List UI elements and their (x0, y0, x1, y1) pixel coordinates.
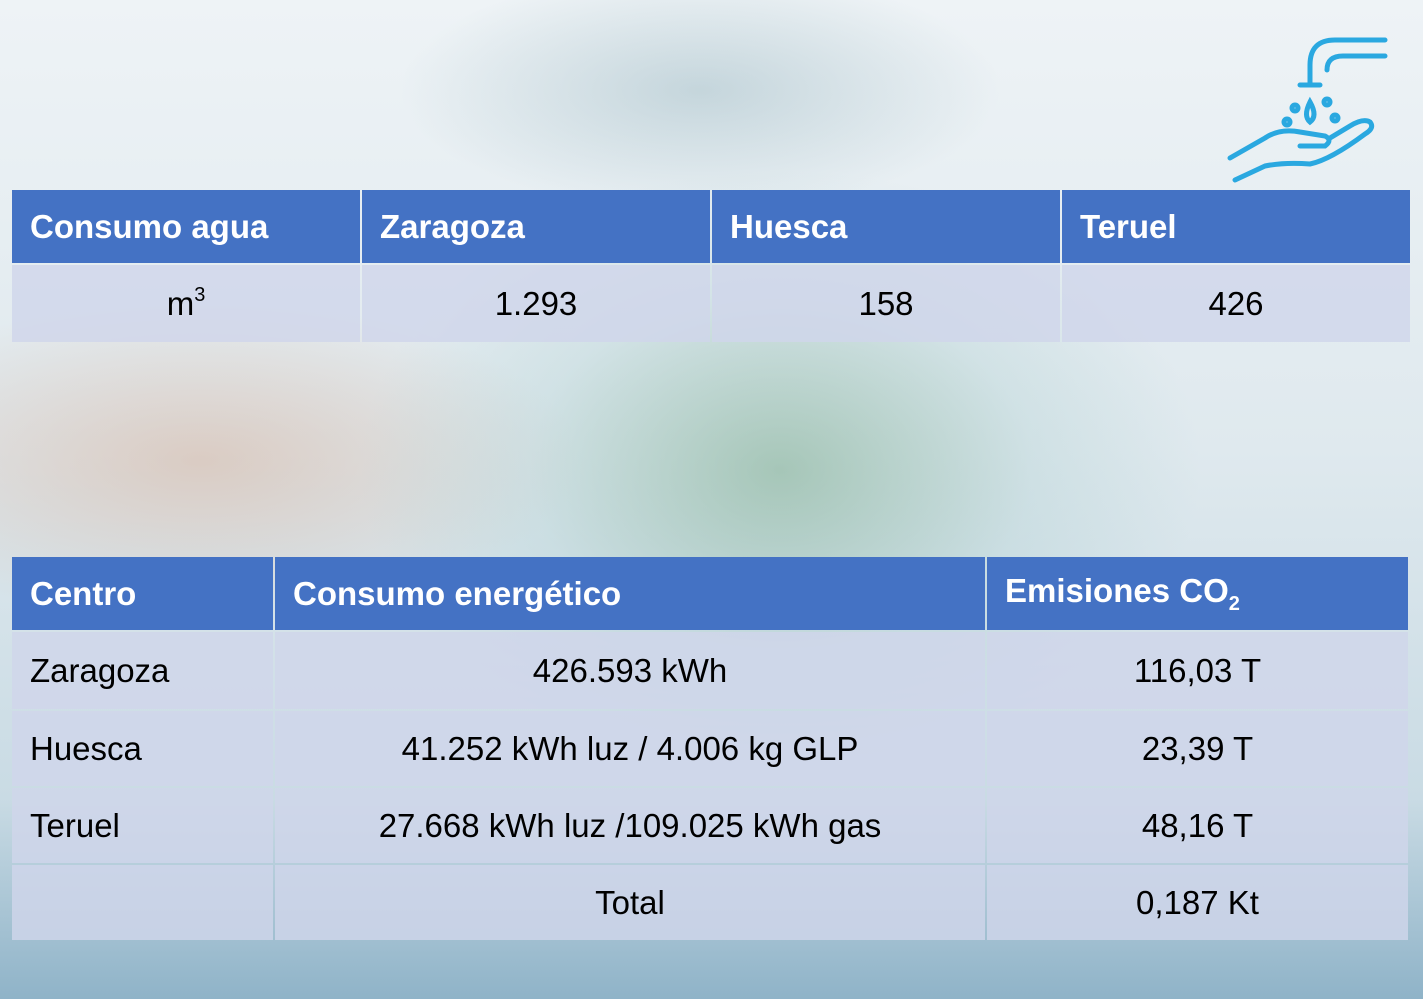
cell: 41.252 kWh luz / 4.006 kg GLP (275, 711, 985, 786)
cell: Zaragoza (12, 632, 273, 709)
empty-cell (12, 865, 273, 940)
header-cell: Emisiones CO2 (987, 557, 1408, 630)
cell: 23,39 T (987, 711, 1408, 786)
cell: Huesca (12, 711, 273, 786)
header-cell: Huesca (712, 190, 1060, 263)
cell: 158 (712, 265, 1060, 342)
unit-exponent: 3 (194, 284, 206, 306)
water-table: Consumo agua Zaragoza Huesca Teruel m3 1… (10, 188, 1412, 344)
header-cell: Zaragoza (362, 190, 710, 263)
header-cell: Consumo agua (12, 190, 360, 263)
header-subscript: 2 (1228, 592, 1240, 615)
cell: 48,16 T (987, 788, 1408, 863)
total-value: 0,187 Kt (987, 865, 1408, 940)
water-icon (1227, 37, 1388, 183)
unit: m (166, 285, 195, 322)
header-cell: Centro (12, 557, 273, 630)
cell: 27.668 kWh luz /109.025 kWh gas (275, 788, 985, 863)
header-text: Emisiones CO (1005, 571, 1229, 609)
cell: Teruel (12, 788, 273, 863)
cell: 426.593 kWh (275, 632, 985, 709)
cell: 426 (1062, 265, 1410, 342)
unit-cell: m3 (12, 265, 360, 342)
energy-table: Centro Consumo energético Emisiones CO2 … (10, 555, 1410, 942)
total-label: Total (275, 865, 985, 940)
cell: 116,03 T (987, 632, 1408, 709)
header-cell: Consumo energético (275, 557, 985, 630)
header-cell: Teruel (1062, 190, 1410, 263)
cell: 1.293 (362, 265, 710, 342)
